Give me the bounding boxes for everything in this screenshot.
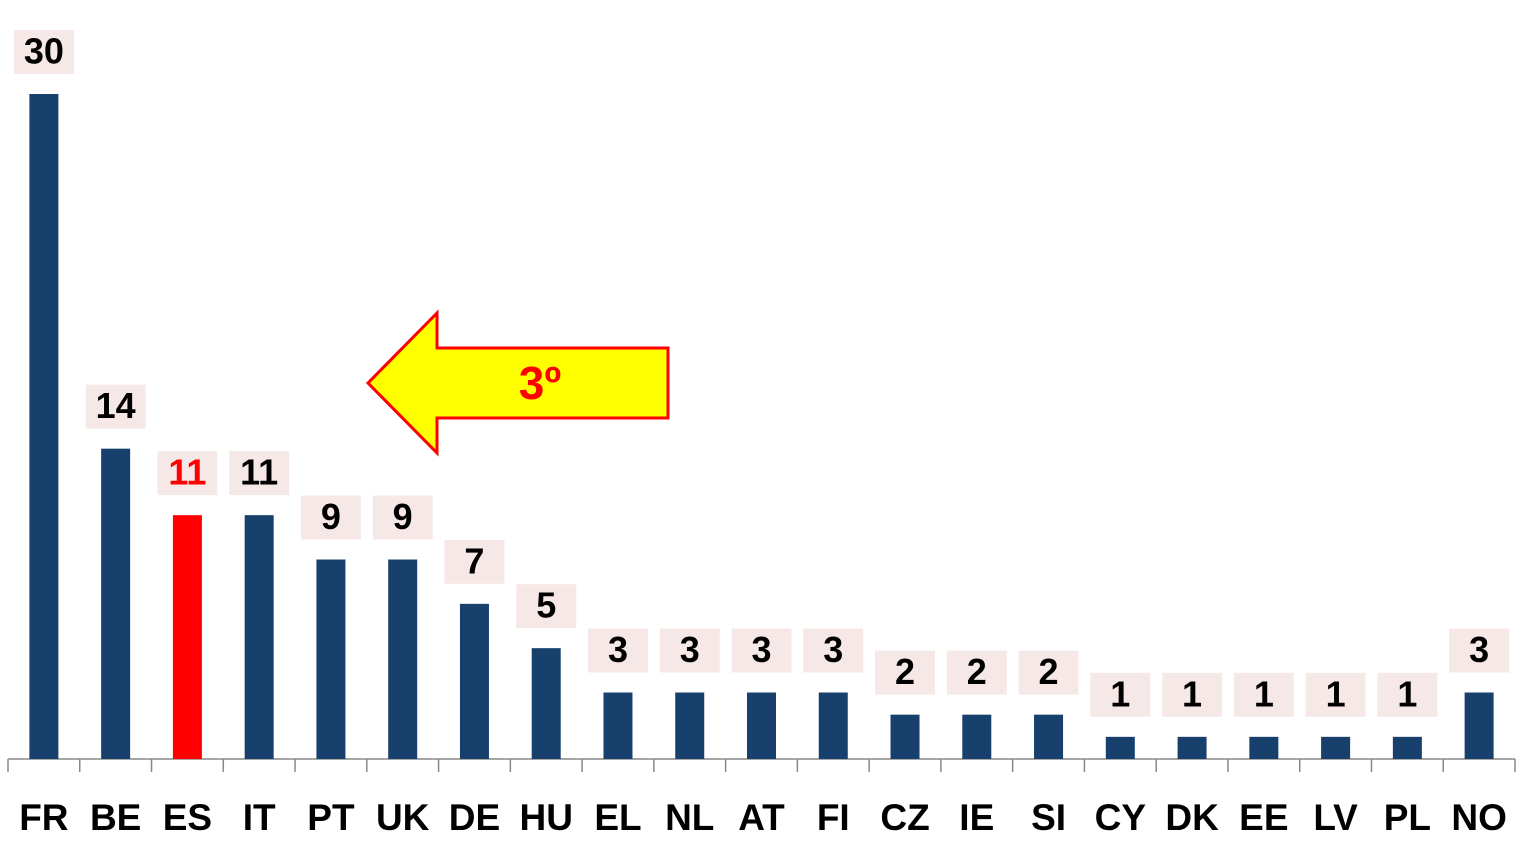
x-tick-label: HU (519, 797, 572, 838)
value-label: 3 (608, 629, 628, 670)
x-tick-label: IT (243, 797, 276, 838)
value-label: 11 (168, 452, 206, 493)
annotation-arrow (365, 309, 670, 457)
x-tick-label: PT (307, 797, 355, 838)
value-label: 2 (967, 651, 987, 692)
bar (603, 692, 633, 759)
value-label-bg (1090, 672, 1151, 717)
bar (101, 448, 131, 759)
bar (29, 94, 59, 759)
bar (1177, 736, 1207, 759)
value-label: 3 (823, 629, 843, 670)
value-label-bg (372, 495, 433, 540)
value-label-bg (875, 650, 936, 695)
bar (172, 515, 202, 759)
x-tick-label: UK (376, 797, 430, 838)
bar (459, 603, 489, 759)
value-label-bg (1377, 672, 1438, 717)
bar (1034, 714, 1064, 759)
value-label-bg (1233, 672, 1294, 717)
value-label-bg (444, 539, 505, 584)
annotation-text: 3º (519, 357, 562, 409)
x-tick-label: AT (738, 797, 785, 838)
value-label-bg (85, 384, 146, 429)
bar (531, 648, 561, 759)
value-label-bg (731, 628, 792, 673)
bar (316, 559, 346, 759)
bar (1464, 692, 1494, 759)
value-label: 9 (393, 496, 413, 537)
value-label: 1 (1110, 673, 1130, 714)
x-tick-label: CY (1095, 797, 1147, 838)
value-label: 14 (96, 385, 136, 426)
x-tick-label: DE (449, 797, 500, 838)
value-label-bg (13, 30, 74, 74)
value-label: 1 (1254, 673, 1274, 714)
value-label: 30 (24, 31, 64, 72)
bar (244, 515, 274, 759)
value-label: 7 (464, 540, 484, 581)
value-label: 9 (321, 496, 341, 537)
value-label-bg (587, 628, 648, 673)
bar (747, 692, 776, 759)
value-label: 1 (1182, 673, 1202, 714)
x-tick-label: EL (594, 797, 641, 838)
bar (1249, 736, 1279, 759)
value-label-bg (659, 628, 720, 673)
bar (675, 692, 705, 759)
bar (388, 559, 418, 759)
x-tick-label: IE (959, 797, 994, 838)
x-tick-label: FR (19, 797, 68, 838)
value-label: 2 (895, 651, 915, 692)
value-label: 1 (1326, 673, 1346, 714)
value-label: 5 (536, 585, 556, 626)
value-label-bg (300, 495, 361, 540)
value-label: 3 (751, 629, 771, 670)
value-label: 11 (240, 452, 278, 493)
x-tick-label: CZ (880, 797, 929, 838)
x-tick-label: SI (1031, 797, 1066, 838)
value-label-bg (803, 628, 864, 673)
value-label-bg (1305, 672, 1366, 717)
bar (890, 714, 920, 759)
x-tick-label: NL (665, 797, 714, 838)
bar (962, 714, 992, 759)
value-label: 2 (1039, 651, 1059, 692)
value-label-bg (1018, 650, 1079, 695)
x-tick-label: FI (817, 797, 850, 838)
value-label-bg (516, 584, 577, 629)
value-label-bg (1162, 672, 1223, 717)
x-tick-label: DK (1165, 797, 1219, 838)
value-label: 3 (680, 629, 700, 670)
value-label-bg (946, 650, 1007, 695)
x-tick-label: LV (1313, 797, 1358, 838)
bar (1392, 736, 1422, 759)
value-label-bg (229, 451, 290, 496)
bar (1105, 736, 1135, 759)
x-tick-label: NO (1451, 797, 1507, 838)
value-label: 1 (1397, 673, 1417, 714)
x-tick-label: EE (1239, 797, 1288, 838)
value-label-bg (1449, 628, 1510, 673)
bar (1321, 736, 1351, 759)
value-label-bg (157, 451, 218, 496)
x-tick-label: BE (90, 797, 141, 838)
x-tick-label: ES (163, 797, 212, 838)
value-label: 3 (1469, 629, 1489, 670)
x-tick-label: PL (1384, 797, 1431, 838)
bar (818, 692, 848, 759)
